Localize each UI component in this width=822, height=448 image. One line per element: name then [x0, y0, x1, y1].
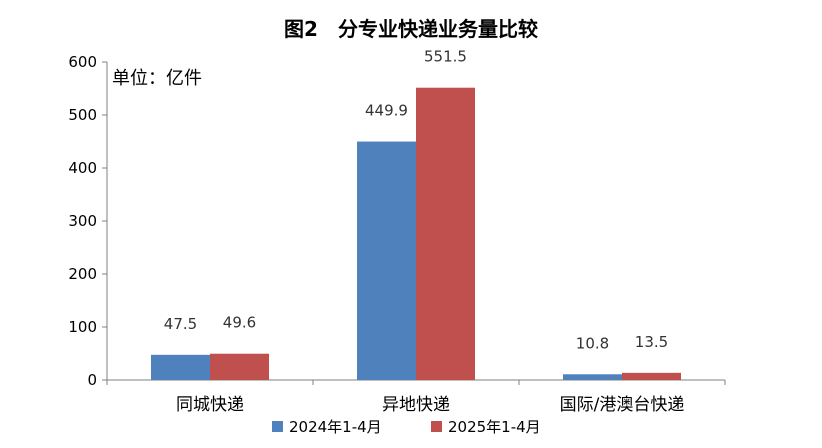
bar — [416, 87, 475, 380]
bar — [151, 354, 210, 380]
data-label: 49.6 — [223, 314, 256, 332]
bars — [151, 87, 681, 380]
x-tick-label: 国际/港澳台快递 — [560, 395, 685, 415]
data-label: 449.9 — [365, 102, 408, 120]
y-tick-label: 400 — [68, 159, 97, 177]
bar — [357, 141, 416, 380]
y-tick-label: 500 — [68, 106, 97, 124]
y-tick-label: 200 — [68, 265, 97, 283]
y-tick-label: 300 — [68, 212, 97, 230]
data-label: 551.5 — [424, 48, 467, 66]
legend-label: 2025年1-4月 — [448, 418, 541, 436]
x-tick-label: 同城快递 — [176, 395, 244, 415]
legend-label: 2024年1-4月 — [289, 418, 382, 436]
legend-swatch — [272, 421, 283, 432]
chart-title: 图2 分专业快递业务量比较 — [284, 17, 538, 41]
bar — [210, 353, 269, 380]
axes: 0 100 200 300 400 500 600 同城快递 异地快递 国际/港澳台快递 — [68, 53, 726, 415]
x-tick-label: 异地快递 — [382, 395, 450, 415]
legend: 2024年1-4月 2025年1-4月 — [272, 418, 541, 436]
bar — [622, 372, 681, 380]
y-tick-label: 0 — [87, 371, 97, 389]
data-label: 13.5 — [635, 333, 668, 351]
bar — [563, 374, 622, 380]
data-labels: 47.5 49.6 449.9 551.5 10.8 13.5 — [164, 48, 668, 353]
legend-swatch — [431, 421, 442, 432]
unit-label: 单位：亿件 — [112, 68, 202, 89]
y-tick-label: 600 — [68, 53, 97, 71]
data-label: 10.8 — [576, 334, 609, 352]
y-tick-label: 100 — [68, 318, 97, 336]
data-label: 47.5 — [164, 315, 197, 333]
